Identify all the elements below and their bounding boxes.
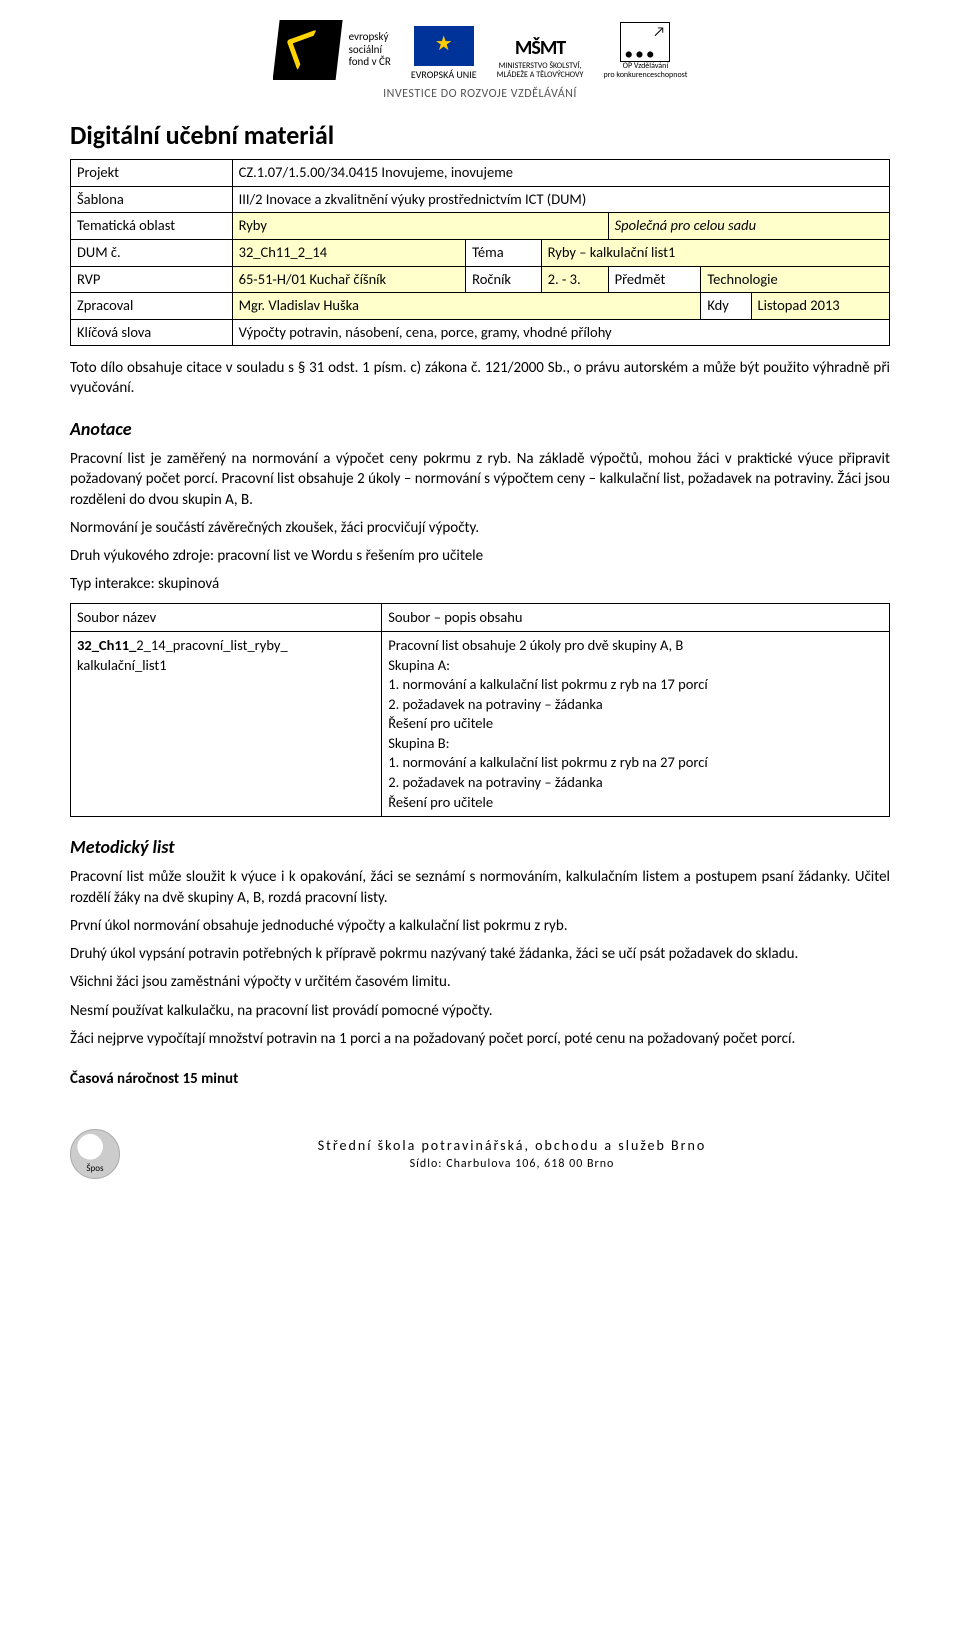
page-title: Digitální učební materiál	[70, 118, 890, 153]
files-col1-header: Soubor název	[71, 603, 382, 632]
meta-topic-value: Ryby	[232, 213, 608, 240]
method-p1: Pracovní list může sloužit k výuce i k o…	[70, 867, 890, 908]
esf-text: evropský sociální fond v ČR	[349, 31, 391, 69]
esf-logo: evropský sociální fond v ČR	[273, 20, 391, 80]
meta-author-value: Mgr. Vladislav Huška	[232, 293, 701, 320]
meta-author-label: Zpracoval	[71, 293, 233, 320]
footer-logo-icon: Špos	[70, 1129, 120, 1179]
msmt-logo: MŠMT MINISTERSTVO ŠKOLSTVÍ, MLÁDEŽE A TĚ…	[497, 35, 584, 80]
meta-rvp-label: RVP	[71, 266, 233, 293]
files-desc-line: Řešení pro učitele	[388, 793, 883, 813]
annotation-p4: Typ interakce: skupinová	[70, 574, 890, 594]
msmt-label: MŠMT	[515, 35, 565, 62]
files-data-row: 32_Ch11_2_14_pracovní_list_ryby_ kalkula…	[71, 632, 890, 817]
meta-row-topic: Tematická oblast Ryby Společná pro celou…	[71, 213, 890, 240]
msmt-caption2: MLÁDEŽE A TĚLOVÝCHOVY	[497, 71, 584, 80]
meta-dum-label: DUM č.	[71, 239, 233, 266]
method-p3: Druhý úkol vypsání potravin potřebných k…	[70, 944, 890, 964]
files-desc-line: 2. požadavek na potraviny – žádanka	[388, 695, 883, 715]
meta-topic-label: Tematická oblast	[71, 213, 233, 240]
meta-rvp-value: 65-51-H/01 Kuchař číšník	[232, 266, 466, 293]
meta-topic-note: Společná pro celou sadu	[608, 213, 889, 240]
meta-theme-label: Téma	[466, 239, 542, 266]
meta-row-keywords: Klíčová slova Výpočty potravin, násobení…	[71, 319, 890, 346]
meta-dum-value: 32_Ch11_2_14	[232, 239, 466, 266]
footer-logo-text: Špos	[86, 1163, 103, 1175]
eu-logo: EVROPSKÁ UNIE	[411, 26, 477, 80]
meta-template-label: Šablona	[71, 186, 233, 213]
meta-keywords-value: Výpočty potravin, násobení, cena, porce,…	[232, 319, 889, 346]
meta-subject-label: Předmět	[608, 266, 701, 293]
op-icon	[620, 22, 670, 62]
meta-row-rvp: RVP 65-51-H/01 Kuchař číšník Ročník 2. -…	[71, 266, 890, 293]
meta-theme-value: Ryby – kalkulační list1	[541, 239, 889, 266]
meta-table: Projekt CZ.1.07/1.5.00/34.0415 Inovujeme…	[70, 159, 890, 346]
method-p6: Žáci nejprve vypočítají množství potravi…	[70, 1029, 890, 1049]
meta-row-author: Zpracoval Mgr. Vladislav Huška Kdy Listo…	[71, 293, 890, 320]
meta-project-label: Projekt	[71, 160, 233, 187]
annotation-heading: Anotace	[70, 417, 890, 441]
annotation-p3: Druh výukového zdroje: pracovní list ve …	[70, 546, 890, 566]
meta-row-template: Šablona III/2 Inovace a zkvalitnění výuk…	[71, 186, 890, 213]
footer-line2: Sídlo: Charbulova 106, 618 00 Brno	[134, 1156, 890, 1172]
annotation-p2: Normování je součástí závěrečných zkouše…	[70, 518, 890, 538]
footer-text: Střední škola potravinářská, obchodu a s…	[134, 1137, 890, 1172]
invest-line: INVESTICE DO ROZVOJE VZDĚLÁVÁNÍ	[70, 86, 890, 102]
citation-note: Toto dílo obsahuje citace v souladu s § …	[70, 358, 890, 399]
files-desc-line: 1. normování a kalkulační list pokrmu z …	[388, 675, 883, 695]
method-p4: Všichni žáci jsou zaměstnáni výpočty v u…	[70, 972, 890, 992]
meta-subject-value: Technologie	[701, 266, 890, 293]
files-col2-header: Soubor – popis obsahu	[382, 603, 890, 632]
esf-line3: fond v ČR	[349, 56, 391, 69]
meta-year-value: 2. - 3.	[541, 266, 608, 293]
annotation-p1: Pracovní list je zaměřený na normování a…	[70, 449, 890, 510]
esf-line1: evropský	[349, 31, 391, 44]
files-desc-line: Skupina B:	[388, 734, 883, 754]
op-caption: OP Vzdělávání pro konkurenceschopnost	[603, 62, 687, 80]
meta-project-value: CZ.1.07/1.5.00/34.0415 Inovujeme, inovuj…	[232, 160, 889, 187]
files-desc-line: Řešení pro učitele	[388, 714, 883, 734]
method-p2: První úkol normování obsahuje jednoduché…	[70, 916, 890, 936]
footer-line1: Střední škola potravinářská, obchodu a s…	[134, 1137, 890, 1156]
files-col1-value: 32_Ch11_2_14_pracovní_list_ryby_ kalkula…	[71, 632, 382, 817]
meta-year-label: Ročník	[466, 266, 542, 293]
meta-keywords-label: Klíčová slova	[71, 319, 233, 346]
files-col2-value: Pracovní list obsahuje 2 úkoly pro dvě s…	[382, 632, 890, 817]
meta-row-project: Projekt CZ.1.07/1.5.00/34.0415 Inovujeme…	[71, 160, 890, 187]
files-col1-bold: 32_Ch11_	[77, 636, 136, 654]
time-note: Časová náročnost 15 minut	[70, 1069, 890, 1089]
esf-icon	[273, 20, 343, 80]
eu-caption: EVROPSKÁ UNIE	[411, 69, 477, 80]
meta-row-dum: DUM č. 32_Ch11_2_14 Téma Ryby – kalkulač…	[71, 239, 890, 266]
meta-when-label: Kdy	[701, 293, 751, 320]
meta-when-value: Listopad 2013	[751, 293, 890, 320]
op-logo: OP Vzdělávání pro konkurenceschopnost	[603, 22, 687, 80]
msmt-caption: MINISTERSTVO ŠKOLSTVÍ, MLÁDEŽE A TĚLOVÝC…	[497, 62, 584, 80]
footer: Špos Střední škola potravinářská, obchod…	[70, 1129, 890, 1179]
files-desc-line: 2. požadavek na potraviny – žádanka	[388, 773, 883, 793]
meta-template-value: III/2 Inovace a zkvalitnění výuky prostř…	[232, 186, 889, 213]
files-desc-line: Pracovní list obsahuje 2 úkoly pro dvě s…	[388, 636, 883, 656]
files-desc-line: Skupina A:	[388, 656, 883, 676]
files-header-row: Soubor název Soubor – popis obsahu	[71, 603, 890, 632]
eu-flag-icon	[414, 26, 474, 66]
files-table: Soubor název Soubor – popis obsahu 32_Ch…	[70, 603, 890, 818]
files-desc-line: 1. normování a kalkulační list pokrmu z …	[388, 753, 883, 773]
method-heading: Metodický list	[70, 835, 890, 859]
method-p5: Nesmí používat kalkulačku, na pracovní l…	[70, 1001, 890, 1021]
header-logo-row: evropský sociální fond v ČR EVROPSKÁ UNI…	[70, 20, 890, 80]
op-caption2: pro konkurenceschopnost	[603, 71, 687, 80]
